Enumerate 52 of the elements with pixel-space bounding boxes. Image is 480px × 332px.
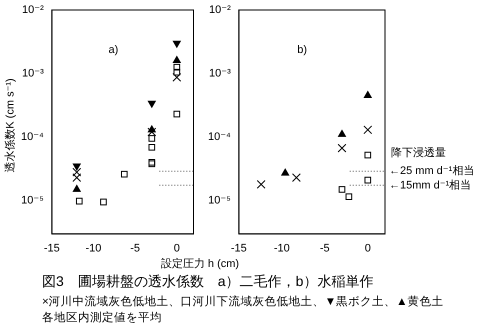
text: ×河川中流域灰色低地土、口河川下流域灰色低地土、▼黒ボク土、▲黄色土 xyxy=(42,294,444,309)
point xyxy=(148,135,156,142)
point xyxy=(173,110,180,118)
point xyxy=(72,164,81,171)
point xyxy=(172,56,181,64)
y-tick-label: 10⁻² xyxy=(22,4,44,16)
annotation: a) xyxy=(108,44,118,56)
point xyxy=(148,100,156,108)
annotation: b) xyxy=(297,44,308,56)
text: 降下浸透量 xyxy=(391,146,446,160)
x-tick-label: -15 xyxy=(230,242,247,254)
y-tick-label: 10⁻³ xyxy=(209,68,232,80)
point xyxy=(338,186,346,193)
y-tick-label: 10⁻⁴ xyxy=(208,131,232,144)
point xyxy=(148,144,156,151)
y-tick-label: 10⁻⁴ xyxy=(20,131,44,144)
x-tick-label: -10 xyxy=(86,242,102,254)
y-tick-label: 10⁻⁵ xyxy=(208,194,231,207)
point xyxy=(346,193,352,200)
x-tick-label: 0 xyxy=(174,242,180,254)
y-axis-title: 透水係数K (cm s⁻¹) xyxy=(4,78,18,172)
point xyxy=(172,40,181,48)
y-tick-label: 10⁻² xyxy=(209,4,232,16)
x-axis-title: 設定圧力 h (cm) xyxy=(160,256,240,271)
x-tick-label: -5 xyxy=(130,242,140,254)
x-tick-label: 0 xyxy=(364,242,371,254)
annotation: ←15mm d⁻¹相当 xyxy=(389,178,472,192)
annotation: ←25 mm d⁻¹相当 xyxy=(389,164,474,178)
y-tick-label: 10⁻⁵ xyxy=(21,194,44,207)
point xyxy=(76,198,83,204)
y-tick-label: 10⁻³ xyxy=(22,68,44,80)
point xyxy=(147,128,156,136)
point xyxy=(172,72,182,82)
point xyxy=(364,176,372,184)
x-tick-label: -10 xyxy=(274,242,290,254)
point xyxy=(364,91,372,98)
point xyxy=(120,170,128,178)
point xyxy=(292,173,301,182)
point xyxy=(338,130,346,137)
point xyxy=(364,152,372,158)
point xyxy=(173,64,180,70)
x-tick-label: -5 xyxy=(320,242,330,254)
point xyxy=(173,68,180,76)
point xyxy=(72,184,81,192)
text: 各地区内測定値を平均 xyxy=(42,310,162,325)
point xyxy=(100,198,107,206)
x-tick-label: -15 xyxy=(44,242,60,254)
point xyxy=(338,144,346,152)
point xyxy=(363,125,372,134)
point xyxy=(281,168,290,176)
text: 図3 圃場耕盤の透水係数 a）二毛作，b）水稲単作 xyxy=(42,273,374,291)
point xyxy=(256,180,266,189)
